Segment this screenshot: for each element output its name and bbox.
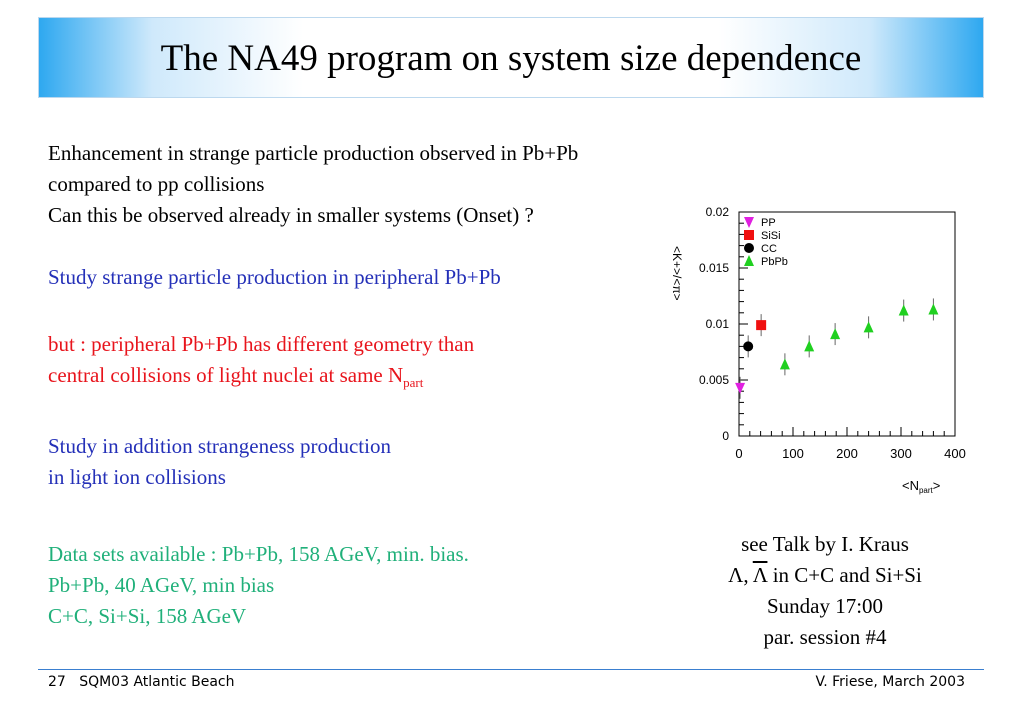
legend-marker-pp [744, 217, 754, 228]
footer-divider [38, 669, 984, 670]
y-tick-label: 0.01 [706, 317, 730, 331]
talk-lambda: Λ, [728, 563, 753, 587]
y-axis-label: <K+>/<π> [670, 246, 684, 301]
intro-line-1: Enhancement in strange particle producti… [48, 141, 579, 165]
legend-label-cc: CC [761, 243, 777, 255]
study-light-ions-2: in light ion collisions [48, 465, 226, 489]
y-tick-label: 0.02 [706, 205, 730, 219]
x-tick-label: 400 [944, 446, 966, 461]
data-point-pp [735, 382, 746, 394]
data-point-pbpb [830, 328, 841, 340]
data-point-pbpb [779, 358, 790, 370]
slide-title: The NA49 program on system size dependen… [160, 38, 862, 79]
datasets-line-3: C+C, Si+Si, 158 AGeV [48, 604, 247, 628]
data-point-pbpb [863, 321, 874, 333]
y-tick-label: 0.015 [699, 261, 729, 275]
x-axis-label-main: <N [902, 478, 919, 493]
x-axis-label-end: > [933, 478, 941, 493]
y-tick-label: 0.005 [699, 373, 729, 387]
talk-line-1: see Talk by I. Kraus [741, 532, 909, 556]
talk-line-4: par. session #4 [763, 625, 887, 649]
study-light-ions-1: Study in addition strangeness production [48, 434, 391, 458]
data-point-cc [743, 341, 754, 352]
title-bar: The NA49 program on system size dependen… [38, 17, 984, 98]
data-point-pbpb [804, 340, 815, 352]
footer-conference: SQM03 Atlantic Beach [79, 674, 235, 690]
talk-antilambda: Λ [752, 563, 768, 587]
x-tick-label: 0 [735, 446, 742, 461]
plot-ticks: 0 100 200 300 400 0 0.005 0.01 0.015 0.02 [699, 205, 966, 461]
talk-reference: see Talk by I. Kraus Λ, Λ in C+C and Si+… [690, 529, 960, 653]
plot-points [735, 298, 939, 399]
intro-line-3: Can this be observed already in smaller … [48, 203, 534, 227]
legend-marker-sisi [744, 230, 754, 240]
x-axis-label: <Npart> [902, 478, 940, 495]
legend-label-pbpb: PbPb [761, 256, 788, 268]
caveat-line-2-text: central collisions of light nuclei at sa… [48, 363, 404, 387]
kaon-pion-ratio-plot: 0 100 200 300 400 0 0.005 0.01 0.015 0.02 PPSiSiC… [670, 205, 966, 495]
talk-line-3: Sunday 17:00 [766, 594, 884, 618]
caveat-line-1: but : peripheral Pb+Pb has different geo… [48, 332, 475, 356]
x-axis-label-sub: part [919, 486, 934, 495]
intro-line-2: compared to pp collisions [48, 172, 265, 196]
datasets-line-2: Pb+Pb, 40 AGeV, min bias [48, 573, 275, 597]
datasets-line-1: Data sets available : Pb+Pb, 158 AGeV, m… [48, 542, 469, 566]
data-point-pbpb [928, 303, 939, 315]
data-point-sisi [756, 320, 767, 331]
legend-marker-pbpb [744, 255, 754, 266]
footer-page-number: 27 [48, 674, 66, 690]
legend-marker-cc [744, 243, 754, 253]
footer-author: V. Friese, March 2003 [815, 674, 965, 690]
data-point-pbpb [898, 304, 909, 316]
x-tick-label: 300 [890, 446, 912, 461]
caveat-line-2: central collisions of light nuclei at sa… [48, 360, 423, 398]
talk-line-2: Λ, Λ in C+C and Si+Si [690, 560, 960, 591]
talk-systems: in C+C and Si+Si [767, 563, 922, 587]
legend-label-pp: PP [761, 217, 776, 229]
caveat-subscript: part [403, 375, 424, 391]
x-tick-label: 100 [782, 446, 804, 461]
legend-label-sisi: SiSi [761, 230, 781, 242]
study-peripheral: Study strange particle production in per… [48, 265, 501, 289]
x-tick-label: 200 [836, 446, 858, 461]
y-tick-label: 0 [722, 429, 729, 443]
footer-left: 27 SQM03 Atlantic Beach [48, 674, 235, 690]
